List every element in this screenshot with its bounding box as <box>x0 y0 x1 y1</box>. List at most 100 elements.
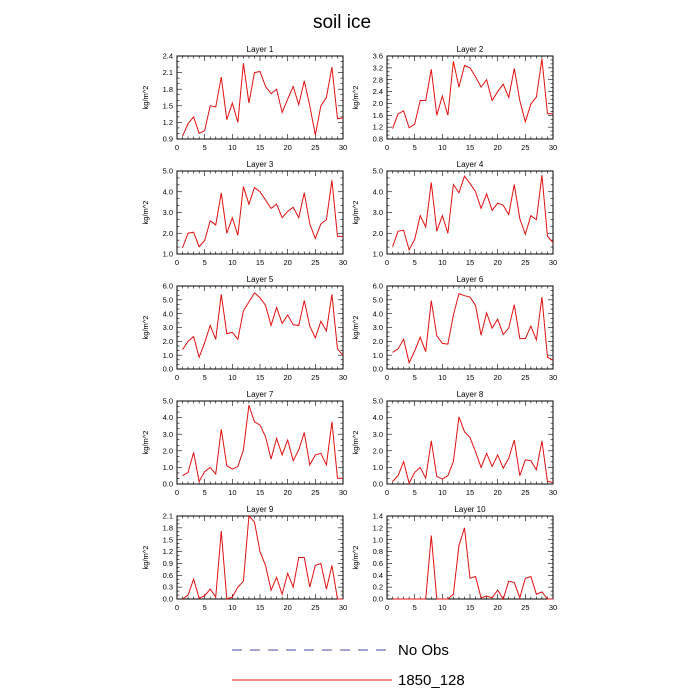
layer-9-y-axis-label: kg/m^2 <box>141 546 150 570</box>
layer-10-x-tick-label: 5 <box>413 603 417 612</box>
layer-9-x-tick-label: 5 <box>203 603 207 612</box>
layer-7-x-tick-label: 5 <box>203 488 207 497</box>
layer-4-y-tick-label: 2.0 <box>373 229 383 238</box>
legend: No Obs 1850_128 <box>232 642 465 689</box>
layer-4-y-tick-label: 4.0 <box>373 187 383 196</box>
layer-6-x-tick-label: 15 <box>466 373 474 382</box>
layer-10-y-tick-label: 1.0 <box>373 535 383 544</box>
layer-1-y-tick-label: 0.9 <box>163 135 173 144</box>
layer-2-x-tick-label: 25 <box>521 143 529 152</box>
layer-7-y-tick-label: 4.0 <box>163 413 173 422</box>
layer-3-y-axis-label: kg/m^2 <box>141 201 150 225</box>
layer-1-y-tick-label: 1.8 <box>163 85 173 94</box>
layer-8-y-tick-label: 5.0 <box>373 397 383 406</box>
layer-9-x-tick-label: 10 <box>228 603 236 612</box>
layer-3-y-tick-label: 3.0 <box>163 208 173 217</box>
layer-9-panel: Layer 9 0 5 10 15 20 25 30 0.0 0.3 0.6 0.9 1.2 1.5 1.8… <box>141 505 347 612</box>
layer-10-panel: Layer 10 0 5 10 15 20 25 30 0.0 0.2 0.4 0.6 0.8 1.0 1.… <box>351 505 557 612</box>
layer-8-x-tick-label: 10 <box>438 488 446 497</box>
layer-2-y-tick-label: 2.4 <box>373 87 383 96</box>
layer-3-y-tick-label: 2.0 <box>163 229 173 238</box>
layer-7-x-tick-label: 25 <box>311 488 319 497</box>
layer-2-y-tick-label: 1.2 <box>373 123 383 132</box>
layer-7-y-axis-label: kg/m^2 <box>141 431 150 455</box>
layer-6-y-tick-label: 3.0 <box>373 323 383 332</box>
layer-10-frame <box>386 515 554 600</box>
layer-7-x-tick-label: 20 <box>283 488 291 497</box>
layer-9-y-tick-label: 1.5 <box>163 535 173 544</box>
layer-5-y-tick-label: 1.0 <box>163 351 173 360</box>
layer-2-y-tick-label: 2.0 <box>373 99 383 108</box>
layer-1-y-tick-label: 2.1 <box>163 68 173 77</box>
layer-8-x-tick-label: 30 <box>549 488 557 497</box>
layer-5-title: Layer 5 <box>247 275 274 284</box>
layer-4-panel: Layer 4 0 5 10 15 20 25 30 1.0 2.0 3.0 4.0 5.0 kg/m^2 <box>351 160 557 267</box>
layer-5-x-tick-label: 10 <box>228 373 236 382</box>
layer-2-title: Layer 2 <box>457 45 484 54</box>
layer-1-x-tick-label: 10 <box>228 143 236 152</box>
layer-1-x-tick-label: 0 <box>175 143 179 152</box>
layer-6-x-tick-label: 30 <box>549 373 557 382</box>
legend-label-no-obs: No Obs <box>398 642 449 659</box>
layer-4-title: Layer 4 <box>457 160 484 169</box>
layer-2-y-tick-label: 0.8 <box>373 135 383 144</box>
layer-8-frame <box>386 400 554 485</box>
layer-2-x-tick-label: 15 <box>466 143 474 152</box>
layer-2-y-tick-label: 3.6 <box>373 52 383 61</box>
layer-4-y-tick-label: 3.0 <box>373 208 383 217</box>
layer-4-x-tick-label: 30 <box>549 258 557 267</box>
layer-6-title: Layer 6 <box>457 275 484 284</box>
layer-9-x-tick-label: 25 <box>311 603 319 612</box>
layer-10-title: Layer 10 <box>454 505 486 514</box>
layer-7-y-tick-label: 1.0 <box>163 463 173 472</box>
layer-9-x-tick-label: 30 <box>339 603 347 612</box>
layer-9-y-tick-label: 1.2 <box>163 547 173 556</box>
layer-7-x-tick-label: 30 <box>339 488 347 497</box>
layer-1-series-line <box>182 63 344 137</box>
layer-2-y-axis-label: kg/m^2 <box>351 86 360 110</box>
layer-8-x-tick-label: 5 <box>413 488 417 497</box>
layer-5-x-tick-label: 20 <box>283 373 291 382</box>
layer-6-y-tick-label: 2.0 <box>373 337 383 346</box>
layer-5-y-axis-label: kg/m^2 <box>141 316 150 340</box>
layer-1-y-tick-label: 1.2 <box>163 118 173 127</box>
layer-1-title: Layer 1 <box>247 45 274 54</box>
layer-6-x-tick-label: 0 <box>385 373 389 382</box>
layer-1-x-tick-label: 15 <box>256 143 264 152</box>
layer-3-y-tick-label: 4.0 <box>163 187 173 196</box>
layer-2-panel: Layer 2 0 5 10 15 20 25 30 0.8 1.2 1.6 2.0 2.4 2.8 3.2… <box>351 45 557 152</box>
layer-8-panel: Layer 8 0 5 10 15 20 25 30 0.0 1.0 2.0 3.0 4.0 5.0 kg/… <box>351 390 557 497</box>
layer-7-series-line <box>182 404 343 483</box>
layer-9-y-tick-label: 2.1 <box>163 512 173 521</box>
layer-1-x-tick-label: 25 <box>311 143 319 152</box>
layer-3-x-tick-label: 15 <box>256 258 264 267</box>
layer-1-x-tick-label: 20 <box>283 143 291 152</box>
layer-8-y-tick-label: 1.0 <box>373 463 383 472</box>
layer-3-x-tick-label: 20 <box>283 258 291 267</box>
layer-8-y-tick-label: 3.0 <box>373 430 383 439</box>
layer-3-x-tick-label: 10 <box>228 258 236 267</box>
layer-9-x-tick-label: 0 <box>175 603 179 612</box>
layer-10-y-tick-label: 1.2 <box>373 523 383 532</box>
layer-4-x-tick-label: 10 <box>438 258 446 267</box>
layer-9-y-tick-label: 0.0 <box>163 595 173 604</box>
layer-10-y-tick-label: 0.2 <box>373 583 383 592</box>
layer-5-x-tick-label: 5 <box>203 373 207 382</box>
layer-7-x-tick-label: 15 <box>256 488 264 497</box>
layer-4-x-tick-label: 15 <box>466 258 474 267</box>
layer-4-x-tick-label: 5 <box>413 258 417 267</box>
layer-8-x-tick-label: 0 <box>385 488 389 497</box>
panels: Layer 10 5 10 15 20 25 300.91.21.51.82.12.4kg/… <box>141 45 557 612</box>
layer-4-x-tick-label: 0 <box>385 258 389 267</box>
layer-9-y-tick-label: 0.3 <box>163 583 173 592</box>
layer-9-series-line <box>182 514 343 600</box>
layer-1-panel: Layer 1 0 5 10 15 20 25 30 0.9 1.2 1.5 1.8 2.1 2.4 kg/… <box>141 45 347 152</box>
layer-9-x-tick-label: 20 <box>283 603 291 612</box>
layer-8-x-tick-label: 15 <box>466 488 474 497</box>
layer-10-y-axis-label: kg/m^2 <box>351 546 360 570</box>
layer-3-x-tick-label: 0 <box>175 258 179 267</box>
layer-3-x-tick-label: 25 <box>311 258 319 267</box>
layer-7-y-tick-label: 0.0 <box>163 480 173 489</box>
layer-6-y-tick-label: 1.0 <box>373 351 383 360</box>
